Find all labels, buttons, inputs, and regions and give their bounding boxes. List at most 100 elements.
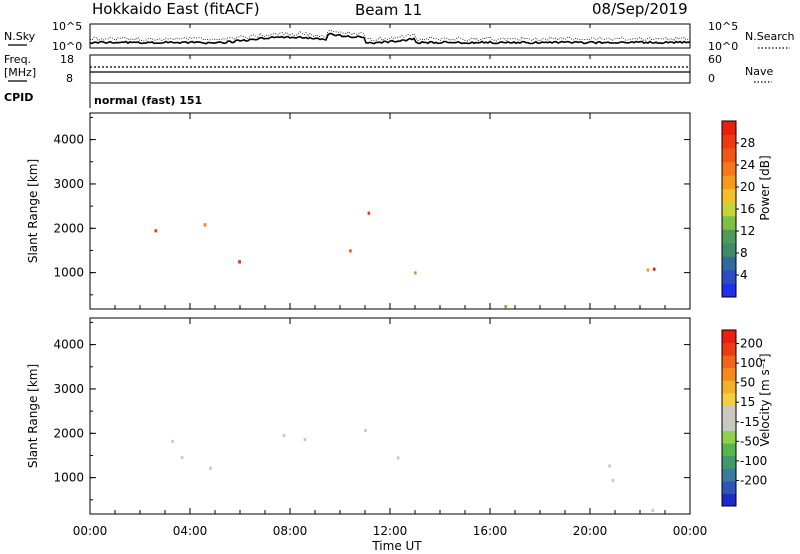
echo-cell <box>608 464 611 468</box>
echo-cell <box>171 439 174 443</box>
colorbar-tick-label: -200 <box>740 473 767 487</box>
noise-panel: N.Sky 10^5 10^0 10^5 10^0 N.Search <box>4 20 795 53</box>
colorbar-swatch <box>722 148 736 163</box>
station-title: Hokkaido East (fitACF) <box>92 0 260 18</box>
colorbar-swatch <box>722 430 736 444</box>
colorbar-swatch <box>722 229 736 244</box>
velocity-colorbar: 200 100 50 15 -15 -50 -100 -200 <box>721 329 767 507</box>
echo-cell <box>367 211 371 215</box>
ytick-label: 3000 <box>53 177 84 191</box>
ytick-label: 3000 <box>53 382 84 396</box>
colorbar-swatch <box>722 392 736 406</box>
colorbar-tick-label: 50 <box>740 376 755 390</box>
xtick-label: 08:00 <box>273 524 308 538</box>
freq-tick-top: 18 <box>60 53 74 66</box>
echo-cell <box>238 260 241 264</box>
time-axis-title: Time UT <box>371 539 422 553</box>
ytick-label: 1000 <box>53 266 84 280</box>
colorbar-swatch <box>722 330 736 344</box>
nave-tick-bottom: 0 <box>708 72 715 85</box>
echo-cell <box>611 478 615 483</box>
colorbar-swatch <box>722 283 736 298</box>
freq-panel: Freq. [MHz] 18 8 60 0 Nave <box>4 53 773 85</box>
colorbar-swatch <box>722 455 736 469</box>
power-marks <box>154 211 656 309</box>
echo-cell <box>364 428 367 433</box>
date-label: 08/Sep/2019 <box>592 0 688 18</box>
echo-cell <box>180 456 184 460</box>
velocity-marks <box>171 428 654 512</box>
velocity-panel: 1000 2000 3000 4000 Slant Range [km] 200 100… <box>26 317 772 515</box>
velocity-colorbar-label: Velocity [m s⁻¹] <box>758 353 772 446</box>
xtick-label: 12:00 <box>373 524 408 538</box>
echo-cell <box>349 249 352 253</box>
colorbar-tick-label: 15 <box>740 395 755 409</box>
colorbar-swatch <box>722 188 736 203</box>
ytick-label: 4000 <box>53 338 84 352</box>
noise-search-trace <box>89 29 691 42</box>
colorbar-swatch <box>722 121 736 136</box>
colorbar-tick-label: -100 <box>740 454 767 468</box>
colorbar-tick-label: 28 <box>740 136 755 150</box>
noise-right-tick-bottom: 10^0 <box>708 40 738 53</box>
nave-tick-top: 60 <box>708 53 722 66</box>
ytick-label: 2000 <box>53 426 84 440</box>
xtick-label: 00:00 <box>73 524 108 538</box>
power-panel: 1000 2000 3000 4000 Slant Range [km] 4 8 12 16… <box>26 112 772 310</box>
colorbar-tick-label: 20 <box>740 180 755 194</box>
freq-label-line1: Freq. <box>4 53 31 66</box>
colorbar-swatch <box>722 342 736 356</box>
freq-tick-bottom: 8 <box>66 72 73 85</box>
ytick-label: 1000 <box>53 471 84 485</box>
xtick-label: 20:00 <box>573 524 608 538</box>
colorbar-swatch <box>722 202 736 217</box>
echo-cell <box>396 456 400 460</box>
noise-sky-label: N.Sky <box>4 30 36 43</box>
colorbar-tick-label: 16 <box>740 202 755 216</box>
colorbar-tick-label: 24 <box>740 158 755 172</box>
colorbar-tick-label: -50 <box>740 434 760 448</box>
colorbar-swatch <box>722 367 736 381</box>
echo-cell <box>154 229 158 233</box>
echo-cell <box>303 438 307 442</box>
colorbar-tick-label: 8 <box>740 246 748 260</box>
ytick-label: 4000 <box>53 133 84 147</box>
colorbar-tick-label: 200 <box>740 337 763 351</box>
noise-sky-trace <box>89 32 691 45</box>
echo-cell <box>209 466 212 470</box>
velocity-panel-frame <box>89 317 691 515</box>
noise-right-tick-top: 10^5 <box>708 20 738 33</box>
xtick-label: 04:00 <box>173 524 208 538</box>
nave-label: Nave <box>745 65 773 78</box>
colorbar-swatch <box>722 418 736 432</box>
power-panel-frame <box>89 112 691 310</box>
colorbar-swatch <box>722 215 736 230</box>
beam-label: Beam 11 <box>355 1 422 19</box>
power-colorbar: 4 8 12 16 20 24 28 <box>721 120 755 298</box>
noise-search-label: N.Search <box>745 30 795 43</box>
xtick-label: 00:00 <box>673 524 708 538</box>
echo-cell <box>652 267 656 271</box>
colorbar-swatch <box>722 443 736 457</box>
cpid-panel: CPID normal (fast) 151 <box>4 84 202 108</box>
colorbar-swatch <box>722 134 736 149</box>
colorbar-tick-label: 12 <box>740 224 755 238</box>
xtick-label: 16:00 <box>473 524 508 538</box>
cpid-mode-text: normal (fast) 151 <box>94 94 202 107</box>
colorbar-tick-label: -15 <box>740 415 760 429</box>
ytick-label: 2000 <box>53 221 84 235</box>
echo-cell <box>203 223 207 227</box>
colorbar-swatch <box>722 480 736 494</box>
cpid-label: CPID <box>4 91 33 104</box>
noise-left-tick-top: 10^5 <box>52 20 82 33</box>
colorbar-frame <box>721 329 737 507</box>
power-colorbar-label: Power [dB] <box>758 155 772 220</box>
echo-cell <box>504 305 507 309</box>
noise-series <box>89 29 691 45</box>
velocity-ylabel: Slant Range [km] <box>26 364 40 468</box>
freq-panel-frame <box>89 54 691 84</box>
time-axis: 00:00 04:00 08:00 12:00 16:00 20:00 00:00 <box>73 24 708 538</box>
colorbar-swatch <box>722 175 736 190</box>
colorbar-tick-label: 100 <box>740 356 763 370</box>
